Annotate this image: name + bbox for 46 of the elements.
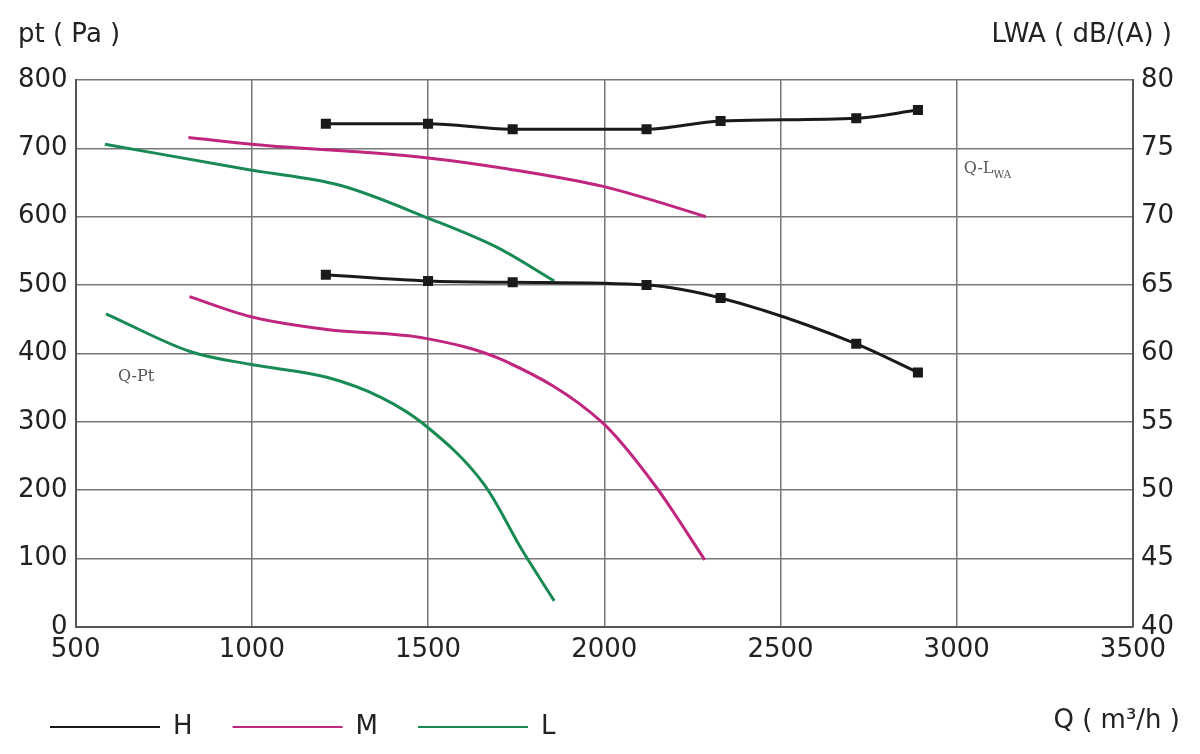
y2-axis-title: LWA ( dB/(A) ) xyxy=(991,18,1173,48)
y-tick-label: 500 xyxy=(17,267,68,298)
y-tick-label: 100 xyxy=(17,541,68,572)
point xyxy=(423,118,434,129)
point xyxy=(507,124,518,135)
x-axis-title: Q ( m³/h ) xyxy=(1053,704,1181,734)
point xyxy=(715,115,726,127)
legend-label: M xyxy=(355,709,378,740)
x-tick-label: 2500 xyxy=(747,633,814,664)
y2-tick-label: 65 xyxy=(1140,267,1175,298)
point xyxy=(320,269,331,280)
legend-label: H xyxy=(173,709,193,740)
point xyxy=(320,118,331,129)
y-tick-label: 300 xyxy=(17,404,68,435)
point xyxy=(641,124,652,135)
point xyxy=(851,338,862,349)
y2-tick-label: 60 xyxy=(1140,336,1175,367)
annotation: Q-Pt xyxy=(117,365,155,385)
line-series xyxy=(103,142,556,283)
y-tick-label: 800 xyxy=(17,62,68,93)
line-series xyxy=(187,295,707,562)
x-tick-label: 3000 xyxy=(923,633,990,664)
line-series xyxy=(104,312,556,603)
point xyxy=(423,275,434,286)
line-series xyxy=(186,135,708,219)
y-tick-label: 700 xyxy=(17,131,68,162)
y2-tick-label: 70 xyxy=(1140,199,1175,230)
point xyxy=(507,277,518,288)
x-tick-label: 2000 xyxy=(571,633,638,664)
point xyxy=(851,113,862,124)
y2-tick-label: 75 xyxy=(1140,131,1175,162)
y-tick-label: 600 xyxy=(17,199,68,230)
y-axis-title: pt ( Pa ) xyxy=(18,18,121,48)
y-tick-label: 400 xyxy=(17,336,68,367)
point xyxy=(912,367,923,378)
x-tick-label: 1500 xyxy=(394,633,462,664)
y-tick-label: 200 xyxy=(17,472,68,503)
y2-tick-label: 45 xyxy=(1140,541,1175,572)
y2-tick-label: 80 xyxy=(1140,62,1175,93)
x-tick-label: 1000 xyxy=(218,633,285,664)
point xyxy=(912,105,923,116)
legend-label: L xyxy=(540,709,556,740)
point xyxy=(715,293,726,304)
point xyxy=(641,280,652,291)
y2-tick-label: 50 xyxy=(1140,472,1175,503)
y2-tick-label: 55 xyxy=(1140,404,1175,435)
